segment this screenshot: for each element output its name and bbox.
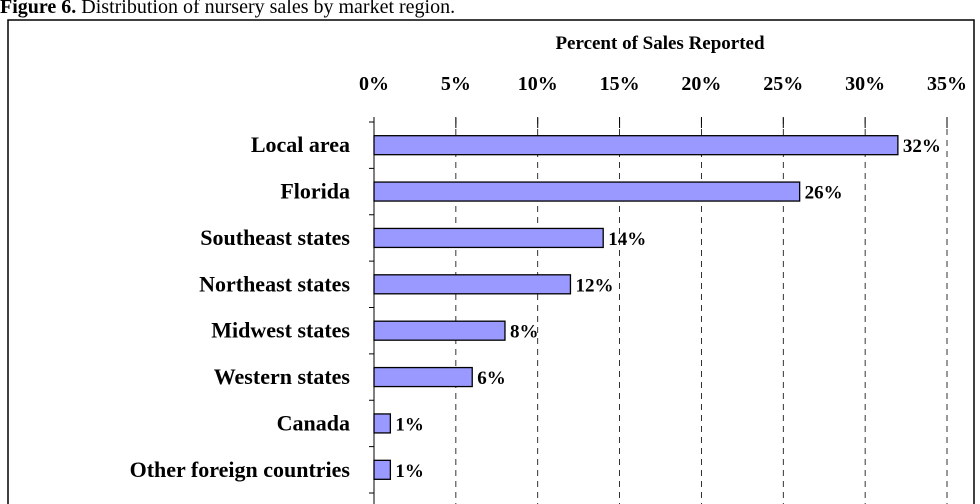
bar: [373, 227, 604, 249]
x-tick-label: 15%: [600, 73, 640, 95]
x-tick-label: 0%: [359, 73, 389, 95]
value-label: 32%: [903, 136, 941, 157]
value-label: 26%: [805, 183, 843, 204]
x-tick-label: 20%: [681, 73, 721, 95]
value-label: 8%: [510, 322, 539, 343]
y-tick-label: Northeast states: [199, 271, 350, 296]
x-tick-label: 5%: [441, 73, 471, 95]
y-tick-label: Southeast states: [200, 225, 350, 250]
y-tick-label: Other foreign countries: [130, 457, 351, 482]
y-tick-label: Canada: [277, 410, 350, 435]
bar: [373, 135, 899, 156]
y-tick-label: Local area: [251, 132, 350, 157]
y-tick-label: Western states: [214, 364, 351, 389]
x-tick-label: 25%: [763, 73, 803, 95]
figure-caption: Figure 6. Distribution of nursery sales …: [0, 0, 455, 18]
bar: [373, 366, 473, 388]
bar: [373, 413, 392, 434]
value-label: 14%: [608, 229, 646, 250]
chart-title: Distribution of nursery sales by market …: [81, 0, 455, 18]
figure-label: Figure 6.: [0, 0, 76, 18]
x-tick-label: 35%: [927, 73, 967, 95]
bar: [373, 459, 392, 480]
chart-frame: [7, 19, 975, 504]
y-tick-label: Midwest states: [211, 318, 350, 343]
value-label: 1%: [395, 414, 424, 435]
value-label: 1%: [395, 461, 424, 482]
x-axis-title: Percent of Sales Reported: [555, 33, 765, 54]
y-tick-label: Florida: [280, 179, 350, 204]
x-tick-label: 10%: [518, 73, 558, 95]
bar: [373, 181, 801, 202]
bar: [373, 274, 572, 295]
value-label: 12%: [575, 275, 613, 296]
bar: [373, 320, 506, 341]
value-label: 6%: [477, 368, 506, 389]
x-tick-label: 30%: [845, 73, 885, 95]
